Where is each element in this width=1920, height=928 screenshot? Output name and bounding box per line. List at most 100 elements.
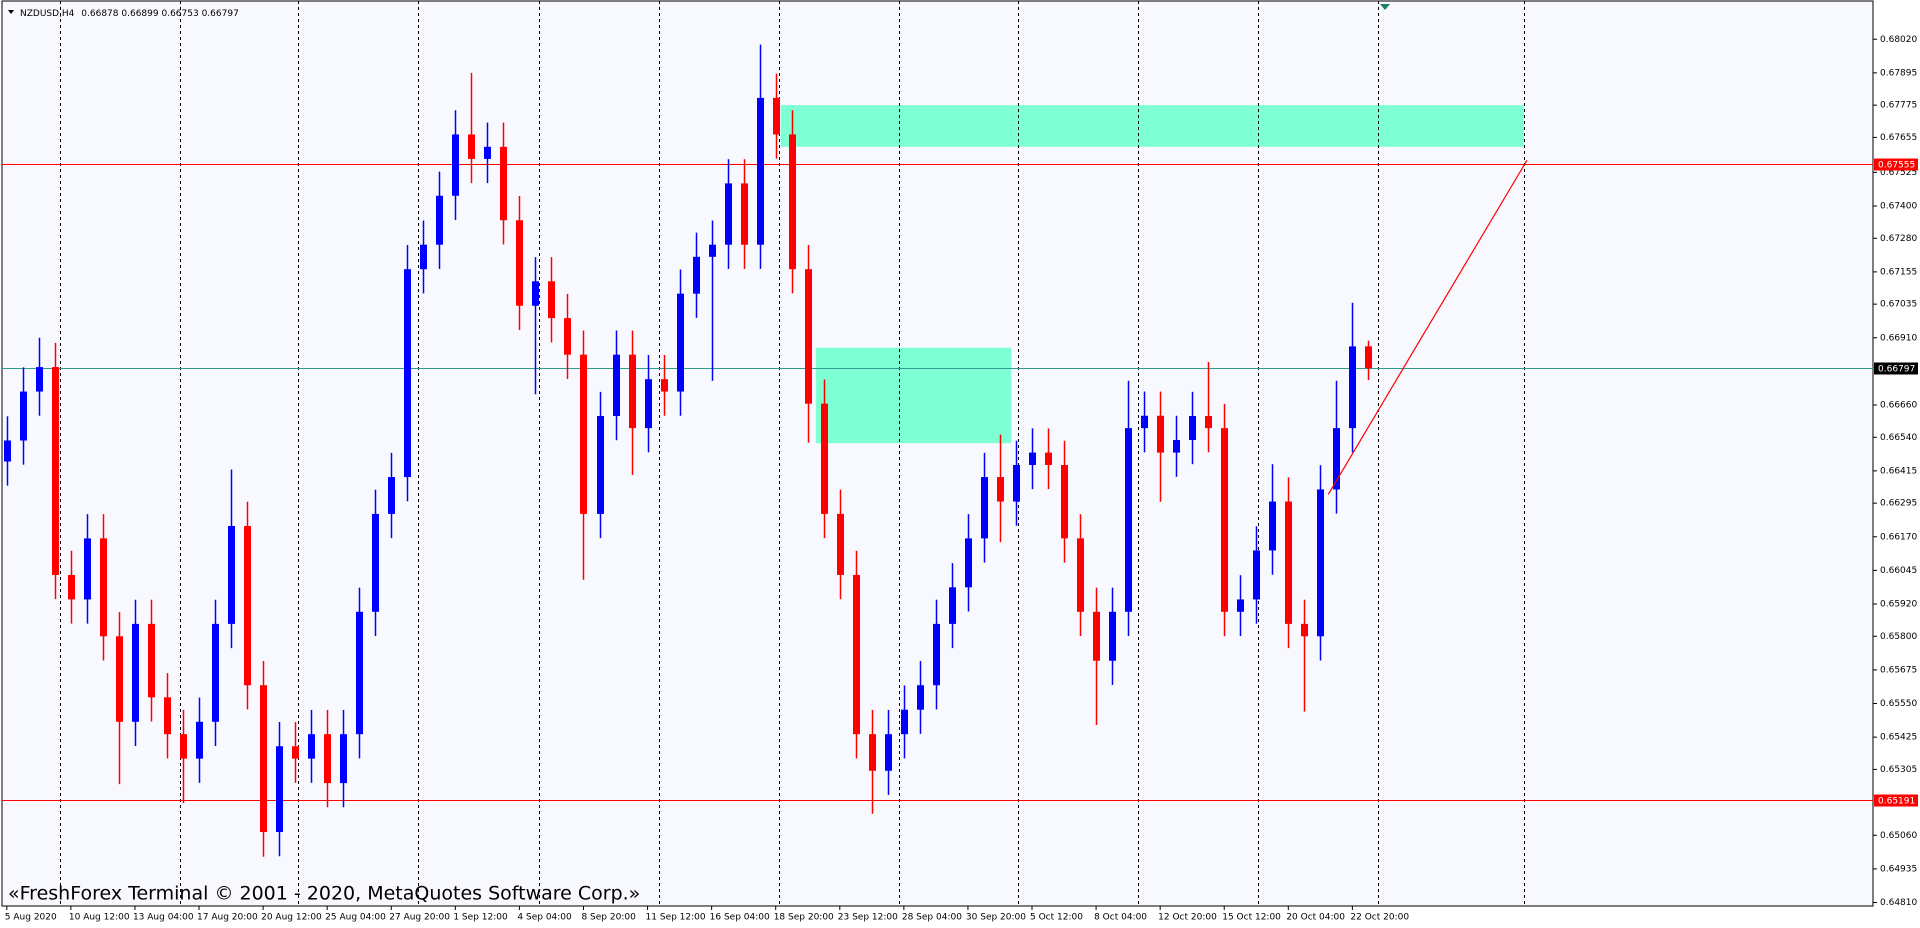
candle-body	[132, 623, 139, 722]
y-tick-label: 0.66415	[1880, 466, 1917, 476]
candle-body	[1093, 611, 1100, 661]
x-tick-label: 28 Sep 04:00	[902, 913, 962, 923]
candle-body	[853, 574, 860, 735]
candle-body	[821, 403, 828, 514]
candle-body	[1301, 623, 1308, 637]
candle-body	[148, 623, 155, 698]
y-tick-label: 0.65425	[1880, 733, 1917, 743]
y-tick-label: 0.65675	[1880, 665, 1917, 675]
y-tick-label: 0.66540	[1880, 433, 1917, 443]
candle-body	[1077, 538, 1084, 612]
candle-body	[260, 685, 267, 833]
candle-body	[52, 367, 59, 575]
candle-body	[1061, 464, 1068, 539]
candle-body	[805, 269, 812, 404]
candle-body	[997, 477, 1004, 502]
candle-body	[500, 146, 507, 221]
candle-body	[388, 477, 395, 514]
y-tick-label: 0.66045	[1880, 566, 1917, 576]
y-tick-label: 0.66660	[1880, 400, 1917, 410]
candle-body	[1125, 428, 1132, 612]
candle-body	[933, 623, 940, 686]
candle-body	[1285, 501, 1292, 624]
candle-body	[773, 97, 780, 135]
candle-body	[693, 256, 700, 294]
candle-body	[1013, 464, 1020, 502]
copyright: «FreshForex Terminal © 2001 - 2020, Meta…	[8, 883, 640, 905]
candle-body	[1365, 346, 1372, 369]
level-label-box	[1874, 794, 1918, 807]
candle-body	[580, 354, 587, 514]
marker	[1380, 4, 1390, 10]
candle-body	[356, 611, 363, 735]
y-tick-label: 0.67895	[1880, 68, 1917, 78]
x-tick-label: 22 Oct 20:00	[1350, 913, 1409, 923]
x-tick-label: 16 Sep 04:00	[710, 913, 770, 923]
candle-body	[741, 183, 748, 245]
candle-body	[468, 134, 475, 159]
y-tick-label: 0.65550	[1880, 699, 1917, 709]
x-tick-label: 1 Sep 12:00	[453, 913, 508, 923]
x-tick-label: 5 Oct 12:00	[1030, 913, 1083, 923]
candle-body	[244, 526, 251, 686]
x-tick-label: 15 Oct 12:00	[1222, 913, 1281, 923]
y-tick-label: 0.65920	[1880, 600, 1917, 610]
x-tick-label: 13 Aug 04:00	[133, 913, 194, 923]
candle-body	[885, 734, 892, 771]
candle-body	[661, 379, 668, 392]
candle-body	[1269, 501, 1276, 551]
candle-body	[276, 746, 283, 833]
candle-body	[420, 244, 427, 270]
zones	[780, 105, 1524, 444]
level-label: 0.67555	[1878, 161, 1915, 171]
candle-body	[709, 244, 716, 257]
candle-body	[228, 526, 235, 624]
levels	[2, 164, 1873, 801]
x-tick-label: 10 Aug 12:00	[69, 913, 130, 923]
candle-body	[484, 146, 491, 159]
candle-body	[1317, 489, 1324, 637]
candle-body	[340, 734, 347, 784]
candle-body	[308, 734, 315, 759]
candle-body	[4, 440, 11, 462]
candle-body	[116, 636, 123, 722]
candle-body	[564, 318, 571, 355]
y-tick-label: 0.67775	[1880, 101, 1917, 111]
header: NZDUSD,H4 0.66878 0.66899 0.66753 0.6679…	[20, 9, 239, 19]
trendline	[1327, 159, 1528, 495]
candle-body	[725, 183, 732, 245]
x-tick-label: 25 Aug 04:00	[325, 913, 386, 923]
candle-body	[372, 513, 379, 612]
candle-body	[629, 354, 636, 429]
y-tick-label: 0.67280	[1880, 234, 1917, 244]
candle-body	[20, 391, 27, 441]
candle-body	[180, 734, 187, 759]
level-label-box	[1874, 362, 1918, 375]
y-tick-label: 0.67400	[1880, 201, 1917, 211]
candle-body	[404, 269, 411, 478]
candle-body	[164, 697, 171, 735]
menu-arrow	[8, 10, 14, 14]
candle-body	[292, 746, 299, 759]
y-tick-label: 0.68020	[1880, 35, 1917, 45]
x-tick-label: 27 Aug 20:00	[389, 913, 450, 923]
candle-body	[452, 134, 459, 196]
x-tick-label: 23 Sep 12:00	[838, 913, 898, 923]
x-tick-label: 11 Sep 12:00	[646, 913, 706, 923]
y-tick-label: 0.66170	[1880, 532, 1917, 542]
candle-body	[645, 379, 652, 429]
candle-body	[901, 709, 908, 735]
separators	[60, 1, 1525, 906]
x-tick-label: 18 Sep 20:00	[774, 913, 834, 923]
candle-body	[532, 281, 539, 306]
candle-body	[837, 513, 844, 575]
y-tick-label: 0.67155	[1880, 267, 1917, 277]
candle-body	[1333, 428, 1340, 490]
candle-body	[1349, 346, 1356, 429]
candle-body	[613, 354, 620, 417]
symbol: NZDUSD,H4	[20, 9, 75, 19]
y-tick-label: 0.66295	[1880, 499, 1917, 509]
candle-body	[981, 477, 988, 539]
candle-body	[1205, 416, 1212, 429]
